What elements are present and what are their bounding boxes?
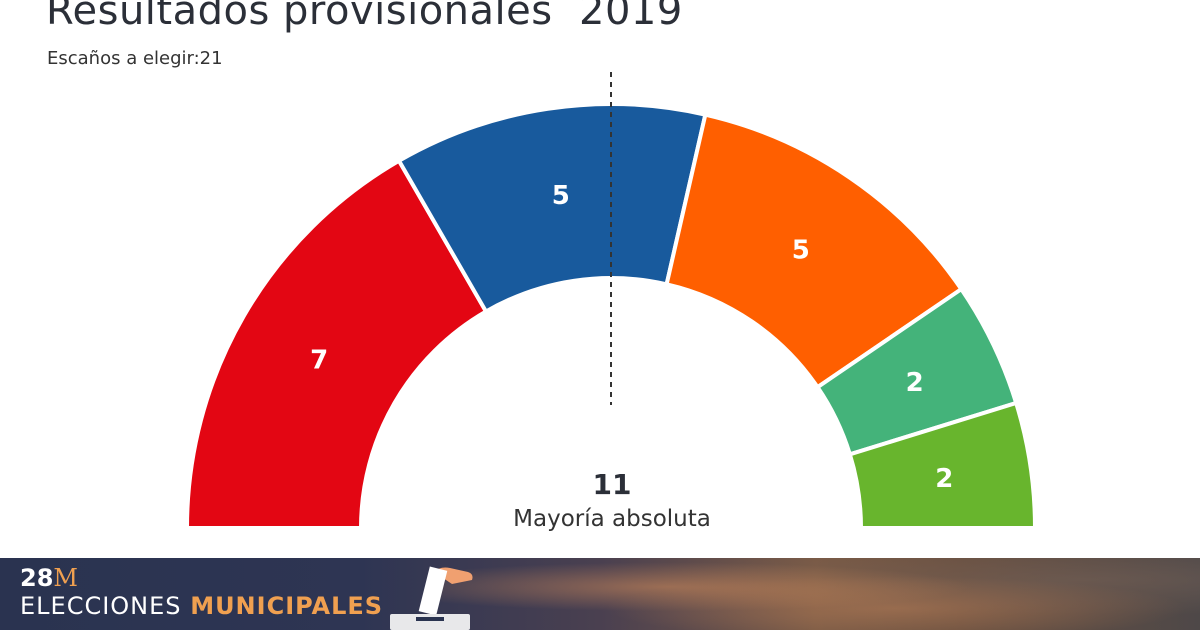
chart-subtitle: Escaños a elegir:21 bbox=[47, 48, 223, 69]
seat-label-5: 2 bbox=[935, 464, 953, 494]
banner-tag-letter: M bbox=[53, 564, 78, 592]
banner-tag: 28M bbox=[20, 564, 78, 592]
seat-label-2: 5 bbox=[552, 181, 570, 211]
seat-segment-1 bbox=[184, 158, 489, 530]
banner-word-elecciones: ELECCIONES bbox=[20, 592, 182, 620]
seat-labels: 7 5 5 2 2 bbox=[310, 181, 953, 494]
seat-segment-5 bbox=[847, 400, 1038, 530]
banner-tag-number: 28 bbox=[20, 564, 54, 592]
chart-title: Resultados provisionales 2019 bbox=[46, 0, 683, 34]
majority-label: Mayoría absoluta bbox=[513, 506, 711, 532]
banner-word-municipales: MUNICIPALES bbox=[190, 592, 384, 620]
ballot-box-icon bbox=[390, 566, 473, 630]
banner-photo bbox=[440, 558, 1200, 630]
banner-headline: ELECCIONES MUNICIPALES bbox=[20, 592, 383, 620]
seat-label-1: 7 bbox=[310, 346, 328, 376]
seat-label-4: 2 bbox=[906, 368, 924, 398]
majority-value: 11 bbox=[592, 468, 632, 501]
seat-label-3: 5 bbox=[792, 236, 810, 266]
parliament-chart: 7 5 5 2 2 bbox=[184, 72, 1038, 530]
seat-segments bbox=[184, 102, 1038, 530]
elections-banner: 28M ELECCIONES MUNICIPALES bbox=[0, 558, 1200, 630]
